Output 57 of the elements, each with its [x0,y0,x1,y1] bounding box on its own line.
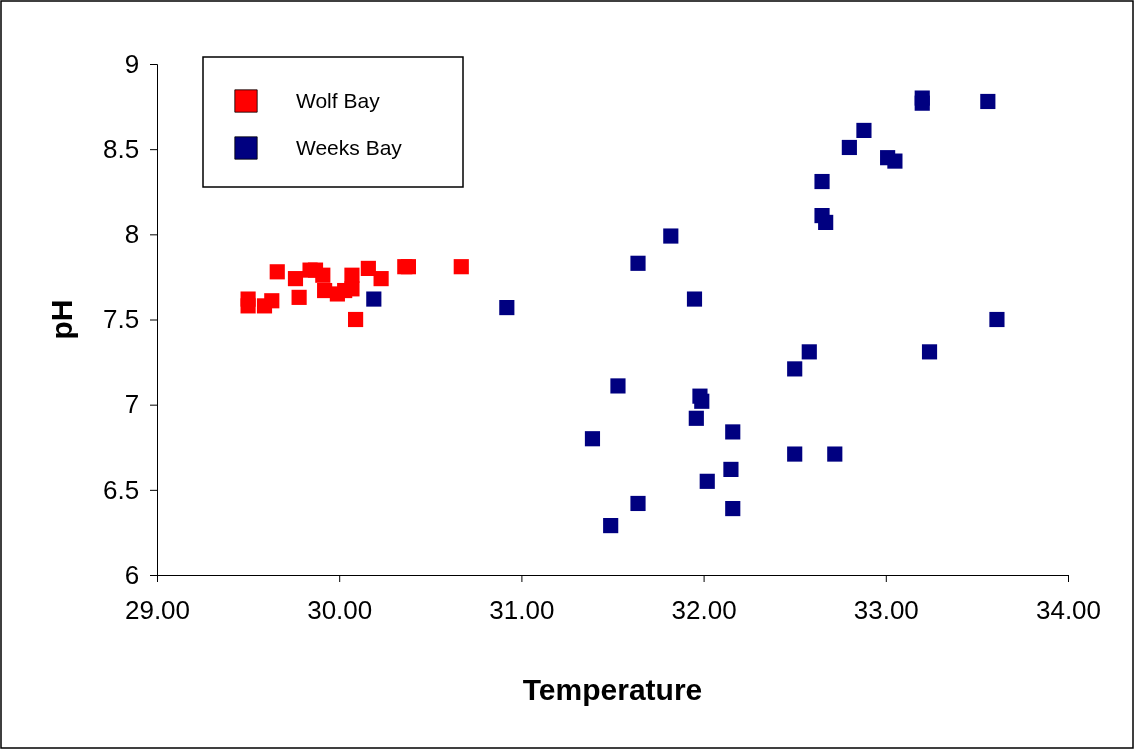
y-tick-label: 7 [124,389,140,420]
x-tick-label: 33.00 [853,594,919,625]
point [699,473,715,489]
point [787,446,803,462]
y-tick-label: 8 [124,219,140,250]
point [688,410,704,426]
point [291,289,307,305]
point [630,255,646,271]
point [725,500,741,517]
point [453,259,469,275]
point [400,259,417,275]
point [725,424,741,440]
x-tick-label: 34.00 [1035,594,1102,625]
point [344,281,360,297]
x-tick-label: 32.00 [671,594,737,625]
point [989,311,1005,328]
x-tick-label: 29.00 [124,594,191,625]
y-tick-label: 6.5 [103,474,140,505]
point [366,291,382,307]
point [827,446,843,462]
point [373,271,389,287]
y-tick-label: 8.5 [103,133,140,164]
y-tick-label: 9 [124,48,140,79]
x-tick-label: 30.00 [307,594,373,625]
point [814,173,830,190]
point [818,214,834,230]
point [603,518,619,534]
point [499,299,515,316]
x-axis-title: Temperature [522,673,703,706]
point [921,344,938,360]
point [630,495,646,512]
y-tick-label: 6 [124,559,140,590]
point [610,378,626,394]
point [269,264,285,280]
point [723,461,739,477]
point [663,228,679,244]
point [914,95,930,111]
point [887,153,903,169]
point [694,393,710,409]
legend-label: Wolf Bay [296,89,381,113]
point [287,271,304,287]
point [348,311,364,328]
point [841,139,857,156]
legend-label: Weeks Bay [296,136,403,160]
point [584,431,601,447]
y-tick-label: 7.5 [103,304,140,335]
point [801,344,817,360]
point [360,260,376,276]
point [980,93,996,110]
point [240,291,256,307]
point [264,293,280,309]
point [686,291,703,307]
y-axis-title: pH [45,299,78,340]
point [315,267,331,283]
x-tick-label: 31.00 [489,594,555,625]
point [856,122,872,139]
point [787,361,803,377]
